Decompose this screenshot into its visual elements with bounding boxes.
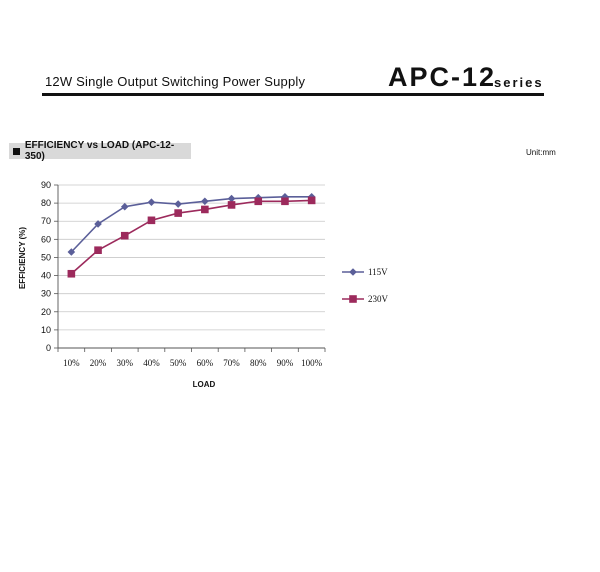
data-point <box>147 198 156 207</box>
data-point <box>120 202 129 211</box>
series-line <box>70 195 312 253</box>
model-name: APC-12 <box>388 62 497 92</box>
legend-label: 230V <box>368 294 389 304</box>
x-tick-label: 40% <box>143 358 160 368</box>
legend-item-115V: 115V <box>342 267 388 277</box>
series-group <box>67 192 316 278</box>
y-tick-label: 10 <box>41 325 51 335</box>
x-tick-label: 50% <box>170 358 187 368</box>
legend-marker <box>349 268 357 276</box>
x-tick-label: 100% <box>301 358 323 368</box>
series-115V <box>67 192 316 256</box>
y-tick-label: 20 <box>41 307 51 317</box>
header-subtitle: 12W Single Output Switching Power Supply <box>45 74 306 89</box>
series-line <box>70 199 312 275</box>
data-point <box>254 197 263 206</box>
section-title: EFFICIENCY vs LOAD (APC-12-350) <box>24 140 175 162</box>
data-point <box>201 205 209 214</box>
x-tick-label: 80% <box>250 358 267 368</box>
black-square-icon <box>13 147 20 155</box>
legend-label: 115V <box>368 267 388 277</box>
data-point <box>94 220 102 228</box>
data-point <box>67 248 76 256</box>
data-point <box>227 201 236 209</box>
x-tick-label: 60% <box>197 358 214 368</box>
y-tick-label: 90 <box>41 180 51 190</box>
x-tick-label: 10% <box>63 358 80 368</box>
y-tick-label: 30 <box>41 289 51 299</box>
y-tick-label: 60 <box>41 234 51 244</box>
data-point <box>147 216 156 225</box>
y-tick-label: 40 <box>41 271 51 281</box>
legend-marker <box>349 295 357 303</box>
unit-label: Unit:mm <box>526 148 556 157</box>
y-tick-label: 70 <box>41 216 51 226</box>
data-point <box>174 209 182 217</box>
data-point <box>201 197 209 206</box>
series-label: series <box>494 75 544 90</box>
data-point <box>307 196 316 205</box>
y-tick-label: 0 <box>46 343 51 353</box>
x-tick-label: 70% <box>223 358 240 368</box>
legend-item-230V: 230V <box>342 294 389 304</box>
x-tick-label: 90% <box>277 358 294 368</box>
data-point <box>281 192 289 201</box>
tick-labels: 0 10 20 30 40 50 60 70 80 90 10% 20% 30% 40% 50% 60% 70%… <box>41 180 323 368</box>
section-header: EFFICIENCY vs LOAD (APC-12-350) <box>9 140 191 162</box>
data-point <box>120 231 129 240</box>
data-point <box>67 269 76 278</box>
y-tick-label: 50 <box>41 252 51 262</box>
x-tick-label: 30% <box>117 358 134 368</box>
x-axis-title: LOAD <box>193 380 216 389</box>
data-point <box>227 194 236 203</box>
legend: 115V 230V <box>342 267 389 304</box>
header-rule <box>42 93 544 96</box>
data-point <box>281 197 289 206</box>
data-point <box>94 246 102 254</box>
y-tick-label: 80 <box>41 198 51 208</box>
axes <box>54 184 326 352</box>
y-axis-title: EFFICIENCY (%) <box>18 227 27 289</box>
grid-lines <box>58 184 325 331</box>
data-point <box>174 200 182 208</box>
series-230V <box>67 196 316 278</box>
x-tick-label: 20% <box>90 358 107 368</box>
